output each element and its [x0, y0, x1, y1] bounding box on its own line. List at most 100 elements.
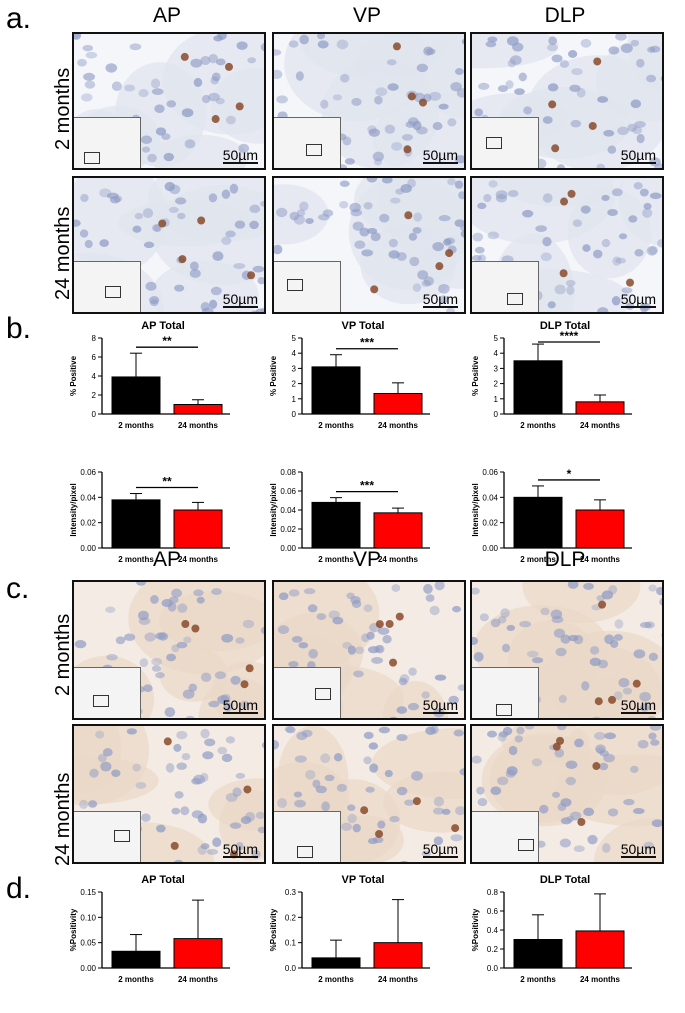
y-tick-label: 0.0: [487, 964, 499, 973]
micrograph-a-dlp-row1: 50µm: [470, 32, 664, 170]
micrograph-a-ap-row1: 50µm: [72, 32, 266, 170]
scale-bar-line: [422, 306, 458, 308]
chart-title: VP Total: [342, 874, 385, 886]
bar-1: [311, 366, 361, 415]
micrograph-a-dlp-row2: 50µm: [470, 176, 664, 314]
bar-chart-9: DLP Total 0.0 0.2 0.4 0.6 0.8 %Positivity 2 mon…: [471, 874, 632, 984]
overview-inset: [274, 117, 341, 168]
scale-bar: 50µm: [620, 291, 656, 308]
x-category-label: 2 months: [118, 555, 154, 564]
x-category-label: 2 months: [520, 555, 556, 564]
chart-title: DLP Total: [540, 874, 590, 886]
y-tick-label: 4: [494, 349, 499, 358]
x-category-label: 24 months: [178, 975, 219, 984]
bar-1: [111, 376, 161, 415]
y-tick-label: 0.4: [487, 926, 499, 935]
inset-region-box: [306, 144, 323, 157]
bar-2: [575, 509, 625, 549]
col-header-dlp-c: DLP: [544, 548, 586, 571]
scale-bar: 50µm: [422, 291, 458, 308]
bar-chart-7: AP Total 0.00 0.05 0.10 0.15 %Positivity 2 mon…: [69, 874, 230, 984]
y-tick-label: 0.05: [80, 939, 96, 948]
scale-bar-line: [422, 712, 458, 714]
scale-bar: 50µm: [422, 147, 458, 164]
bar-2: [373, 512, 423, 549]
y-tick-label: 0.15: [80, 888, 96, 897]
x-category-label: 24 months: [580, 555, 621, 564]
y-tick-label: 0.06: [482, 468, 498, 477]
bar-1: [513, 360, 563, 415]
scale-bar-line: [222, 712, 258, 714]
x-category-label: 24 months: [178, 555, 219, 564]
scale-bar-label: 50µm: [620, 291, 656, 307]
bar-1: [513, 939, 563, 969]
scale-bar-line: [422, 162, 458, 164]
overview-inset: [274, 811, 341, 862]
x-category-label: 24 months: [378, 975, 419, 984]
y-tick-label: 0.08: [280, 468, 296, 477]
x-category-label: 24 months: [378, 421, 419, 430]
scale-bar: 50µm: [222, 697, 258, 714]
scale-bar: 50µm: [222, 841, 258, 858]
micrograph-c-ap-row2: 50µm: [72, 724, 266, 864]
bar-2: [575, 930, 625, 969]
y-tick-label: 0.00: [80, 544, 96, 553]
significance-stars: **: [162, 334, 172, 348]
y-axis-label: %Positivity: [269, 908, 278, 951]
panel-label-d: d.: [6, 872, 32, 905]
scale-bar-label: 50µm: [222, 147, 258, 163]
y-axis-label: % Positive: [471, 355, 480, 396]
inset-region-box: [105, 286, 122, 299]
scale-bar-label: 50µm: [620, 841, 656, 857]
y-tick-label: 4: [92, 372, 97, 381]
bar-chart-3: DLP Total 0 1 2 3 4 5 % Positive 2 months 24 mont…: [471, 320, 632, 430]
y-tick-label: 3: [292, 364, 297, 373]
bar-1: [311, 957, 361, 969]
y-tick-label: 0: [292, 410, 297, 419]
x-category-label: 2 months: [118, 975, 154, 984]
bar-chart-1: AP Total 0 2 4 6 8 % Positive 2 months 24 months…: [69, 320, 230, 430]
scale-bar-label: 50µm: [620, 697, 656, 713]
inset-region-box: [507, 293, 524, 306]
y-tick-label: 0.2: [487, 945, 499, 954]
y-tick-label: 2: [92, 391, 97, 400]
y-tick-label: 8: [92, 334, 97, 343]
tissue-image: [274, 34, 464, 168]
overview-inset: [74, 667, 141, 718]
scale-bar: 50µm: [222, 291, 258, 308]
x-category-label: 24 months: [580, 421, 621, 430]
scale-bar-line: [422, 856, 458, 858]
col-header-vp-c: VP: [352, 548, 381, 571]
inset-region-box: [496, 703, 513, 716]
y-tick-label: 6: [92, 353, 97, 362]
scale-bar: 50µm: [422, 841, 458, 858]
bar-1: [111, 950, 161, 969]
chart-title: AP Total: [141, 874, 185, 886]
y-tick-label: 0.1: [285, 939, 297, 948]
y-tick-label: 2: [292, 380, 297, 389]
scale-bar-line: [620, 306, 656, 308]
y-tick-label: 0: [494, 410, 499, 419]
x-category-label: 24 months: [178, 421, 219, 430]
overview-inset: [472, 117, 539, 168]
panel-label-b: b.: [6, 312, 32, 345]
overview-inset: [472, 261, 539, 312]
chart-title: AP Total: [141, 320, 185, 332]
y-tick-label: 0.04: [280, 506, 296, 515]
y-tick-label: 0.06: [80, 468, 96, 477]
y-tick-label: 0.0: [285, 964, 297, 973]
significance-stars: ***: [360, 479, 374, 493]
x-category-label: 2 months: [318, 421, 354, 430]
micrograph-c-vp-row1: 50µm: [272, 580, 466, 720]
y-tick-label: 4: [292, 349, 297, 358]
y-tick-label: 0: [92, 410, 97, 419]
bar-2: [173, 509, 223, 549]
scale-bar: 50µm: [620, 147, 656, 164]
inset-region-box: [315, 688, 332, 701]
panel-label-c: c.: [6, 572, 30, 605]
x-category-label: 2 months: [318, 975, 354, 984]
scale-bar-line: [222, 856, 258, 858]
y-axis-label: %Positivity: [69, 908, 78, 951]
bar-2: [373, 392, 423, 415]
inset-region-box: [84, 151, 101, 164]
